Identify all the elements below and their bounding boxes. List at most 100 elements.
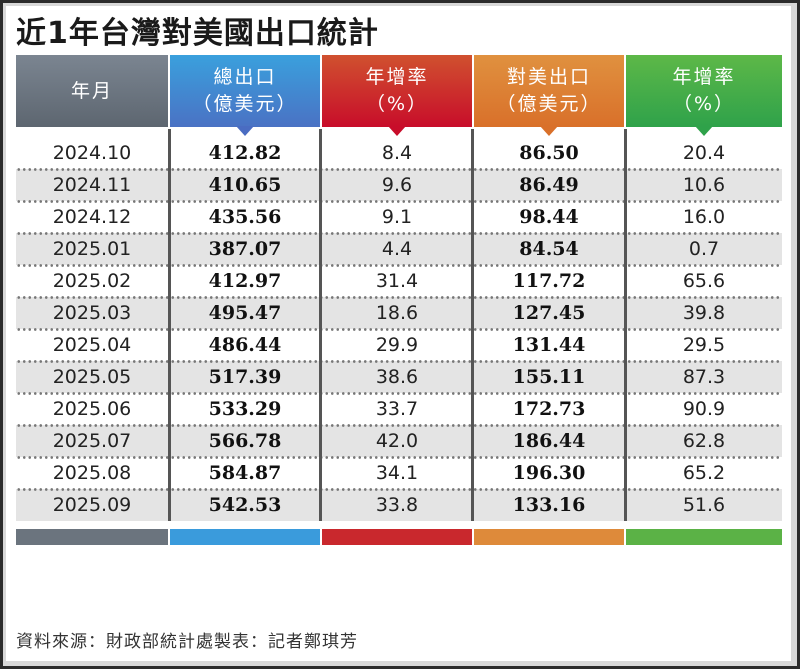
cell-total-growth: 8.4: [381, 142, 413, 164]
header-unit: （億美元）: [496, 93, 602, 115]
cell-us-growth: 62.8: [682, 430, 726, 452]
cell-us-export: 133.16: [512, 494, 586, 516]
cell-us-growth: 29.5: [682, 334, 726, 356]
bottom-color-bar: [16, 529, 782, 545]
cell-total-growth: 18.6: [375, 302, 419, 324]
cell-total-growth: 4.4: [381, 238, 413, 260]
bar-us-export: [474, 529, 624, 545]
header-total-export: 總出口 （億美元）: [170, 55, 320, 136]
cell-us-export: 127.45: [512, 302, 586, 324]
cell-total-growth: 38.6: [375, 366, 419, 388]
table-row: 2025.06 533.29 33.7 172.73 90.9: [16, 393, 782, 427]
bar-total-growth: [322, 529, 472, 545]
cell-total-growth: 9.1: [381, 206, 413, 228]
cell-us-export: 117.72: [512, 270, 586, 292]
table-row: 2025.09 542.53 33.8 133.16 51.6: [16, 489, 782, 521]
table-row: 2025.07 566.78 42.0 186.44 62.8: [16, 425, 782, 459]
cell-us-export: 155.11: [512, 366, 586, 388]
cell-total-export: 495.47: [208, 302, 282, 324]
cell-us-growth: 10.6: [682, 174, 726, 196]
cell-month: 2025.01: [52, 238, 132, 260]
cell-us-export: 196.30: [512, 462, 586, 484]
header-label: 對美出口: [506, 66, 591, 88]
table-row: 2025.05 517.39 38.6 155.11 87.3: [16, 361, 782, 395]
table-body: 2024.10 412.82 8.4 86.50 20.4 2024.11 410.65 9.…: [16, 129, 782, 521]
cell-month: 2024.11: [52, 174, 132, 196]
cell-total-growth: 29.9: [375, 334, 419, 356]
cell-month: 2025.09: [52, 494, 132, 516]
bar-month: [16, 529, 168, 545]
header-label: 年增率: [672, 66, 736, 88]
cell-total-export: 435.56: [208, 206, 282, 228]
cell-total-export: 486.44: [208, 334, 282, 356]
header-label: 總出口: [213, 66, 277, 88]
down-arrow-icon: [236, 126, 254, 136]
cell-month: 2025.08: [52, 462, 132, 484]
column-divider: [624, 129, 627, 521]
table-row: 2025.02 412.97 31.4 117.72 65.6: [16, 265, 782, 299]
cell-us-export: 172.73: [512, 398, 586, 420]
table-row: 2025.08 584.87 34.1 196.30 65.2: [16, 457, 782, 491]
cell-total-export: 412.82: [208, 142, 282, 164]
export-table: 年月 總出口 （億美元） 年增率 （%） 對美出口 （億美元） 年增率 （%） …: [16, 55, 782, 545]
column-divider: [168, 129, 171, 521]
cell-us-growth: 0.7: [688, 238, 720, 260]
header-label: 年增率: [365, 66, 429, 88]
source-footer: 資料來源：財政部統計處製表：記者鄭琪芳: [16, 632, 358, 652]
cell-month: 2024.12: [52, 206, 132, 228]
cell-month: 2024.10: [52, 142, 132, 164]
cell-us-growth: 90.9: [682, 398, 726, 420]
cell-us-export: 131.44: [512, 334, 586, 356]
bar-total-export: [170, 529, 320, 545]
cell-month: 2025.04: [52, 334, 132, 356]
header-month: 年月: [16, 55, 168, 127]
cell-total-export: 533.29: [208, 398, 282, 420]
cell-us-export: 84.54: [519, 238, 579, 260]
down-arrow-icon: [540, 126, 558, 136]
cell-total-export: 387.07: [208, 238, 282, 260]
header-total-growth: 年增率 （%）: [322, 55, 472, 136]
column-divider: [471, 129, 474, 521]
cell-us-export: 98.44: [519, 206, 579, 228]
cell-total-growth: 33.7: [375, 398, 419, 420]
cell-month: 2025.06: [52, 398, 132, 420]
header-us-growth: 年增率 （%）: [626, 55, 782, 136]
cell-us-export: 86.49: [519, 174, 579, 196]
cell-total-export: 566.78: [208, 430, 282, 452]
cell-total-export: 542.53: [208, 494, 282, 516]
cell-us-export: 86.50: [519, 142, 579, 164]
cell-total-export: 584.87: [208, 462, 282, 484]
down-arrow-icon: [695, 126, 713, 136]
cell-us-growth: 20.4: [682, 142, 726, 164]
table-row: 2025.03 495.47 18.6 127.45 39.8: [16, 297, 782, 331]
header-us-export: 對美出口 （億美元）: [474, 55, 624, 136]
header-unit: （%）: [365, 93, 429, 115]
table-header: 年月 總出口 （億美元） 年增率 （%） 對美出口 （億美元） 年增率 （%）: [16, 55, 782, 136]
chart-title: 近1年台灣對美國出口統計: [16, 16, 379, 51]
cell-us-growth: 87.3: [682, 366, 726, 388]
cell-total-growth: 34.1: [375, 462, 419, 484]
cell-total-export: 517.39: [208, 366, 282, 388]
cell-us-growth: 65.6: [682, 270, 726, 292]
table-row: 2025.04 486.44 29.9 131.44 29.5: [16, 329, 782, 363]
bar-us-growth: [626, 529, 782, 545]
cell-month: 2025.03: [52, 302, 132, 324]
cell-total-growth: 31.4: [375, 270, 419, 292]
cell-total-export: 412.97: [208, 270, 282, 292]
cell-total-growth: 33.8: [375, 494, 419, 516]
cell-us-growth: 65.2: [682, 462, 726, 484]
table-row: 2024.10 412.82 8.4 86.50 20.4: [16, 137, 782, 171]
cell-us-export: 186.44: [512, 430, 586, 452]
cell-total-growth: 9.6: [381, 174, 413, 196]
cell-total-growth: 42.0: [375, 430, 419, 452]
down-arrow-icon: [388, 126, 406, 136]
header-unit: （%）: [672, 93, 736, 115]
table-row: 2025.01 387.07 4.4 84.54 0.7: [16, 233, 782, 267]
header-label: 年月: [70, 79, 113, 102]
cell-us-growth: 51.6: [682, 494, 726, 516]
table-row: 2024.12 435.56 9.1 98.44 16.0: [16, 201, 782, 235]
cell-us-growth: 16.0: [682, 206, 726, 228]
cell-month: 2025.05: [52, 366, 132, 388]
cell-month: 2025.07: [52, 430, 132, 452]
cell-month: 2025.02: [52, 270, 132, 292]
